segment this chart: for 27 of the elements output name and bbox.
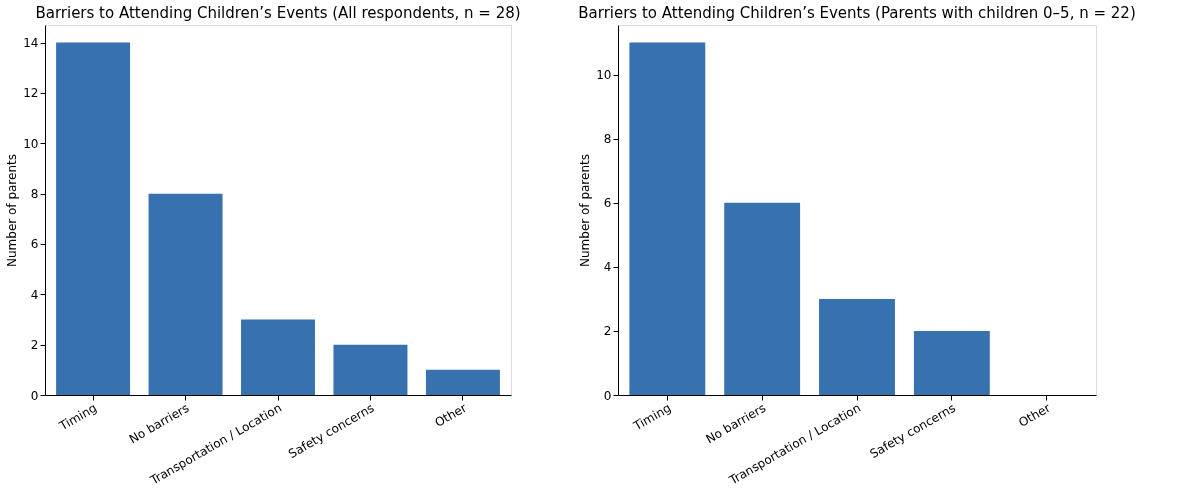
bar <box>425 369 500 395</box>
bar <box>629 42 706 395</box>
bar <box>819 298 895 395</box>
bar <box>56 42 131 395</box>
bar <box>148 193 223 395</box>
y-tick-label: 10 <box>23 136 39 151</box>
y-tick-label: 12 <box>23 86 39 101</box>
bar <box>724 202 801 395</box>
bar <box>241 319 315 395</box>
chart-title: Barriers to Attending Children’s Events (Parents with children 0–5, n = 22) <box>578 4 1136 22</box>
y-tick-label: 14 <box>23 36 39 51</box>
y-tick-label: 0 <box>30 388 39 403</box>
bar <box>913 330 990 395</box>
y-tick-label: 6 <box>30 237 39 252</box>
y-tick-label: 2 <box>603 324 612 339</box>
y-tick-label: 8 <box>603 132 612 147</box>
y-axis-title: Number of parents <box>5 154 20 267</box>
y-tick-label: 4 <box>30 287 39 302</box>
y-tick-label: 10 <box>596 68 612 83</box>
bar <box>333 344 408 395</box>
y-tick-label: 6 <box>603 196 612 211</box>
chart-title: Barriers to Attending Children’s Events (All respondents, n = 28) <box>35 4 521 22</box>
y-tick-label: 4 <box>603 260 612 275</box>
y-tick-label: 8 <box>30 187 39 202</box>
y-tick-label: 2 <box>30 338 39 353</box>
y-tick-label: 0 <box>603 388 612 403</box>
y-axis-title: Number of parents <box>578 154 593 267</box>
